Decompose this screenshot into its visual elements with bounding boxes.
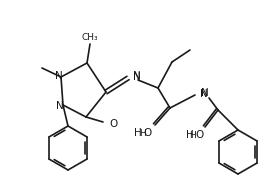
Text: N: N	[133, 71, 141, 81]
Text: N: N	[200, 89, 208, 99]
Text: H: H	[190, 132, 196, 141]
Text: O: O	[196, 130, 204, 140]
Text: H: H	[140, 130, 146, 139]
Text: H: H	[134, 128, 142, 138]
Text: CH₃: CH₃	[82, 33, 98, 43]
Text: N: N	[133, 72, 141, 82]
Text: H: H	[186, 130, 194, 140]
Text: N: N	[56, 101, 64, 111]
Text: N: N	[201, 88, 209, 98]
Text: O: O	[109, 119, 117, 129]
Text: O: O	[144, 128, 152, 138]
Text: N: N	[55, 71, 63, 81]
